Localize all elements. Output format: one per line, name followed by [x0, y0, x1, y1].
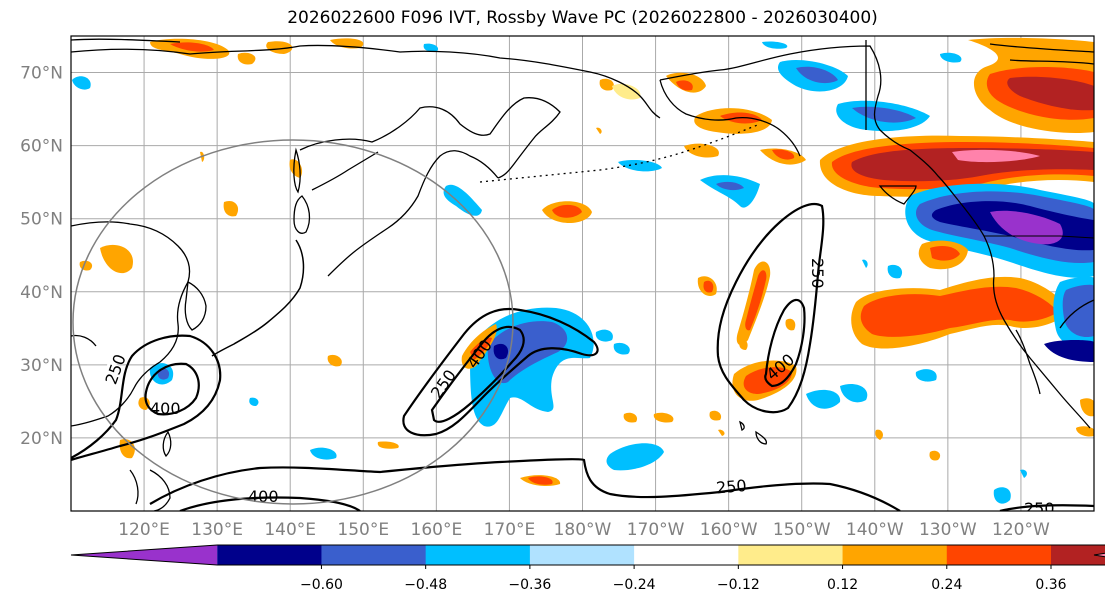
latitude-label: 20°N: [20, 429, 63, 449]
contour-label-250-se: 250: [1024, 499, 1055, 518]
longitude-label: 140°E: [264, 520, 316, 540]
coastlines: [71, 38, 1094, 511]
colorbar-label: −0.24: [613, 577, 656, 593]
longitude-label: 130°E: [191, 520, 243, 540]
colorbar-outline: [70, 544, 1105, 566]
longitude-label: 140°W: [846, 520, 904, 540]
longitude-label: 170°E: [484, 520, 536, 540]
positive-anomaly: [266, 41, 293, 54]
colorbar-label: −0.60: [300, 577, 343, 593]
colorbar-swatch: [634, 545, 739, 565]
colorbar-label: −0.36: [508, 577, 551, 593]
colorbar-swatch: [738, 545, 844, 565]
longitude-label: 160°W: [700, 520, 758, 540]
colorbar-swatch: [425, 545, 531, 565]
colorbar-swatch: [1051, 545, 1105, 565]
longitude-label: 180°W: [554, 520, 612, 540]
contour-label-250-south: 250: [715, 476, 747, 498]
longitude-label: 120°W: [992, 520, 1050, 540]
positive-anomaly: [237, 52, 256, 65]
colorbar-label: 0.36: [1035, 577, 1066, 593]
colorbar-swatch: [217, 545, 322, 565]
longitude-labels: 120°E 130°E 140°E 150°E 160°E 170°E 180°W 170°W…: [118, 520, 1050, 540]
latitude-label: 50°N: [20, 210, 63, 230]
colorbar-label: −0.12: [717, 577, 760, 593]
domain-circle: [72, 139, 514, 505]
longitude-label: 130°W: [919, 520, 977, 540]
contour-label-250-east: 250: [808, 258, 827, 289]
longitude-label: 120°E: [118, 520, 170, 540]
latitude-label: 40°N: [20, 283, 63, 303]
latitude-labels: 70°N 60°N 50°N 40°N 30°N 20°N: [20, 64, 63, 449]
colorbar-label: 0.24: [931, 577, 962, 593]
contour-label-400-west: 400: [150, 399, 181, 418]
pc-shading: [72, 37, 1094, 504]
map-border: [70, 35, 1095, 512]
colorbar-label: 0.12: [827, 577, 858, 593]
latitude-label: 60°N: [20, 137, 63, 157]
longitude-label: 150°E: [337, 520, 389, 540]
longitude-label: 150°W: [773, 520, 831, 540]
colorbar-extend-min: [71, 545, 218, 565]
map-title: 2026022600 F096 IVT, Rossby Wave PC (202…: [287, 8, 878, 28]
longitude-label: 160°E: [411, 520, 463, 540]
latitude-label: 70°N: [20, 64, 63, 84]
ivt-contours: [71, 202, 1094, 511]
longitude-label: 170°W: [627, 520, 685, 540]
colorbar-swatch: [321, 545, 427, 565]
colorbar-swatch: [946, 545, 1052, 565]
latitude-label: 30°N: [20, 356, 63, 376]
colorbar-label: −0.48: [404, 577, 447, 593]
colorbar: −0.60−0.48−0.36−0.24−0.120.120.240.360.4…: [70, 544, 1105, 593]
colorbar-swatch: [842, 545, 948, 565]
colorbar-swatch: [529, 545, 635, 565]
